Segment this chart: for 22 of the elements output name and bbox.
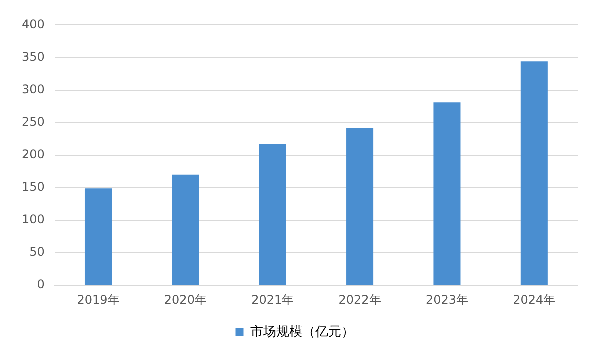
bar bbox=[259, 144, 286, 286]
bar bbox=[84, 188, 112, 286]
x-tick-label: 2020年 bbox=[164, 292, 207, 307]
x-tick-label: 2019年 bbox=[77, 292, 120, 307]
x-tick-label: 2023年 bbox=[426, 292, 468, 307]
y-tick-label: 100 bbox=[22, 212, 45, 227]
bar bbox=[520, 62, 548, 286]
bar bbox=[346, 128, 374, 286]
x-tick-label: 2024年 bbox=[513, 292, 556, 307]
y-tick-label: 150 bbox=[22, 180, 45, 194]
y-tick-label: 0 bbox=[37, 278, 45, 292]
x-tick-label: 2021年 bbox=[252, 292, 294, 307]
y-tick-label: 200 bbox=[22, 148, 45, 162]
y-tick-label: 50 bbox=[30, 245, 45, 260]
bar bbox=[172, 174, 200, 286]
x-tick-label: 2022年 bbox=[338, 292, 382, 307]
y-tick-label: 250 bbox=[22, 114, 45, 129]
y-tick-label: 350 bbox=[22, 50, 45, 64]
y-tick-label: 400 bbox=[22, 17, 45, 32]
bar bbox=[434, 102, 461, 286]
y-tick-label: 300 bbox=[22, 82, 45, 96]
legend-label: 市场规模（亿元） bbox=[250, 324, 354, 340]
